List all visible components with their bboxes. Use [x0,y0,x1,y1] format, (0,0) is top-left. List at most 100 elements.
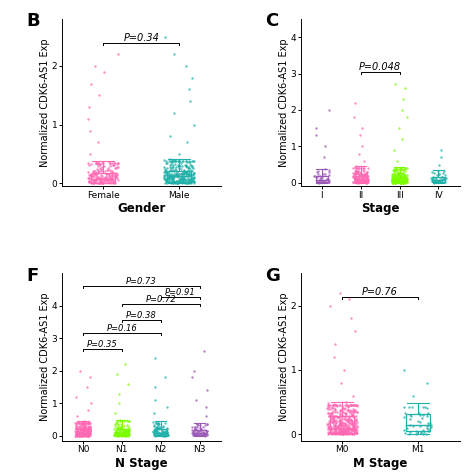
Point [175,164,183,172]
Point [181,169,188,176]
Point [170,167,178,174]
Point [313,132,320,139]
Point [109,172,116,179]
Point [361,178,368,186]
Point [348,426,356,434]
Point [326,424,333,431]
Point [73,423,81,431]
Point [85,171,92,179]
Point [123,429,130,437]
Point [155,419,162,427]
Point [335,420,342,428]
Point [162,179,169,186]
Point [336,422,343,430]
Point [400,179,407,186]
Point [342,429,350,437]
Point [398,178,405,186]
Point [197,426,205,433]
Point [87,427,94,434]
Point [183,164,191,171]
Point [81,425,89,433]
Point [321,143,329,150]
Point [339,419,347,427]
Point [325,171,333,179]
Point [78,429,85,437]
Point [336,420,344,428]
Point [79,426,87,433]
Point [177,165,184,173]
Point [125,432,133,439]
Point [77,420,85,428]
Point [428,177,436,185]
Point [152,428,160,435]
Point [161,168,168,175]
Point [158,430,165,438]
Point [326,419,333,427]
Point [161,156,168,164]
Point [186,161,194,169]
Point [186,97,193,105]
Point [434,177,442,184]
Point [84,429,92,437]
Point [169,157,176,165]
Point [435,171,443,178]
Point [321,165,328,173]
Point [73,431,81,438]
Point [394,176,401,184]
Point [358,124,366,132]
Point [349,422,356,429]
Point [149,427,157,435]
Point [325,178,332,186]
Point [86,424,94,431]
Point [91,170,98,177]
Point [74,430,82,438]
Point [82,425,89,433]
Point [81,419,88,427]
Point [78,419,85,427]
Point [188,177,195,185]
Point [124,427,131,435]
Point [174,173,182,180]
Point [391,171,399,178]
Point [390,177,398,184]
Point [433,177,441,185]
Point [185,168,193,175]
Point [81,424,88,431]
Point [349,411,357,419]
Point [177,170,185,178]
Point [176,175,183,183]
Point [119,425,127,432]
Point [351,425,358,432]
Point [125,418,133,425]
Point [349,173,357,181]
Point [182,157,190,165]
Point [74,418,82,426]
Point [164,173,172,181]
Point [326,422,334,429]
Point [120,428,128,436]
Point [164,431,171,438]
Point [321,171,329,178]
Point [325,176,333,184]
Point [115,160,122,167]
Point [181,166,188,174]
Bar [167,171,191,182]
Point [93,175,101,183]
Point [341,419,349,427]
Point [79,419,86,427]
Point [164,431,172,439]
Point [349,430,356,438]
Point [83,430,91,438]
Point [330,422,337,430]
Point [113,418,121,425]
Point [75,432,83,439]
Point [333,423,340,430]
Point [191,179,198,187]
Point [351,328,359,335]
Point [112,429,120,437]
Point [358,175,366,183]
Point [357,171,365,178]
Point [403,172,410,179]
Point [329,413,337,421]
Point [430,169,438,177]
